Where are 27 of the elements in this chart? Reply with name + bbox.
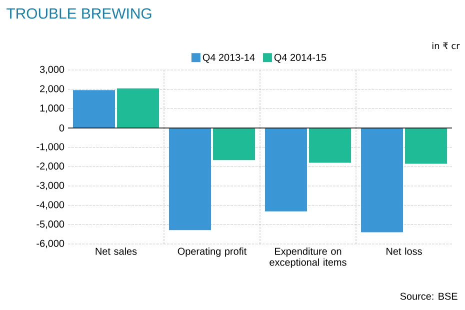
bar	[169, 128, 212, 230]
legend-label: Q4 2014-15	[274, 54, 326, 63]
x-tick-label: Net sales	[96, 248, 137, 255]
y-tick-label: -3,000	[36, 182, 64, 190]
x-tick-label: Operating profit	[178, 248, 247, 257]
bar	[405, 128, 448, 164]
bar	[361, 128, 404, 232]
y-tick-label: 2,000	[40, 85, 64, 94]
x-tick-label: Expenditure on exceptional items	[270, 248, 346, 268]
y-tick-label: 3,000	[40, 66, 64, 74]
chart-title: TROUBLE BREWING	[6, 8, 152, 19]
y-tick-label: 0	[59, 124, 64, 132]
source-note: Source: BSE	[400, 292, 458, 300]
y-tick-label: -5,000	[36, 220, 64, 229]
y-tick-label: -4,000	[36, 201, 64, 210]
y-tick-label: -6,000	[36, 240, 64, 248]
y-tick-label: 1,000	[40, 104, 64, 113]
bar	[265, 128, 308, 212]
x-tick-label: Net loss	[386, 248, 422, 255]
bar	[117, 88, 159, 128]
bar	[213, 128, 256, 160]
legend-label: Q4 2013-14	[202, 54, 255, 63]
y-tick-label: -2,000	[36, 162, 64, 171]
bar	[73, 90, 116, 128]
bar	[309, 128, 352, 163]
y-tick-label: -1,000	[36, 143, 64, 152]
text: in ₹ cr	[432, 42, 460, 50]
